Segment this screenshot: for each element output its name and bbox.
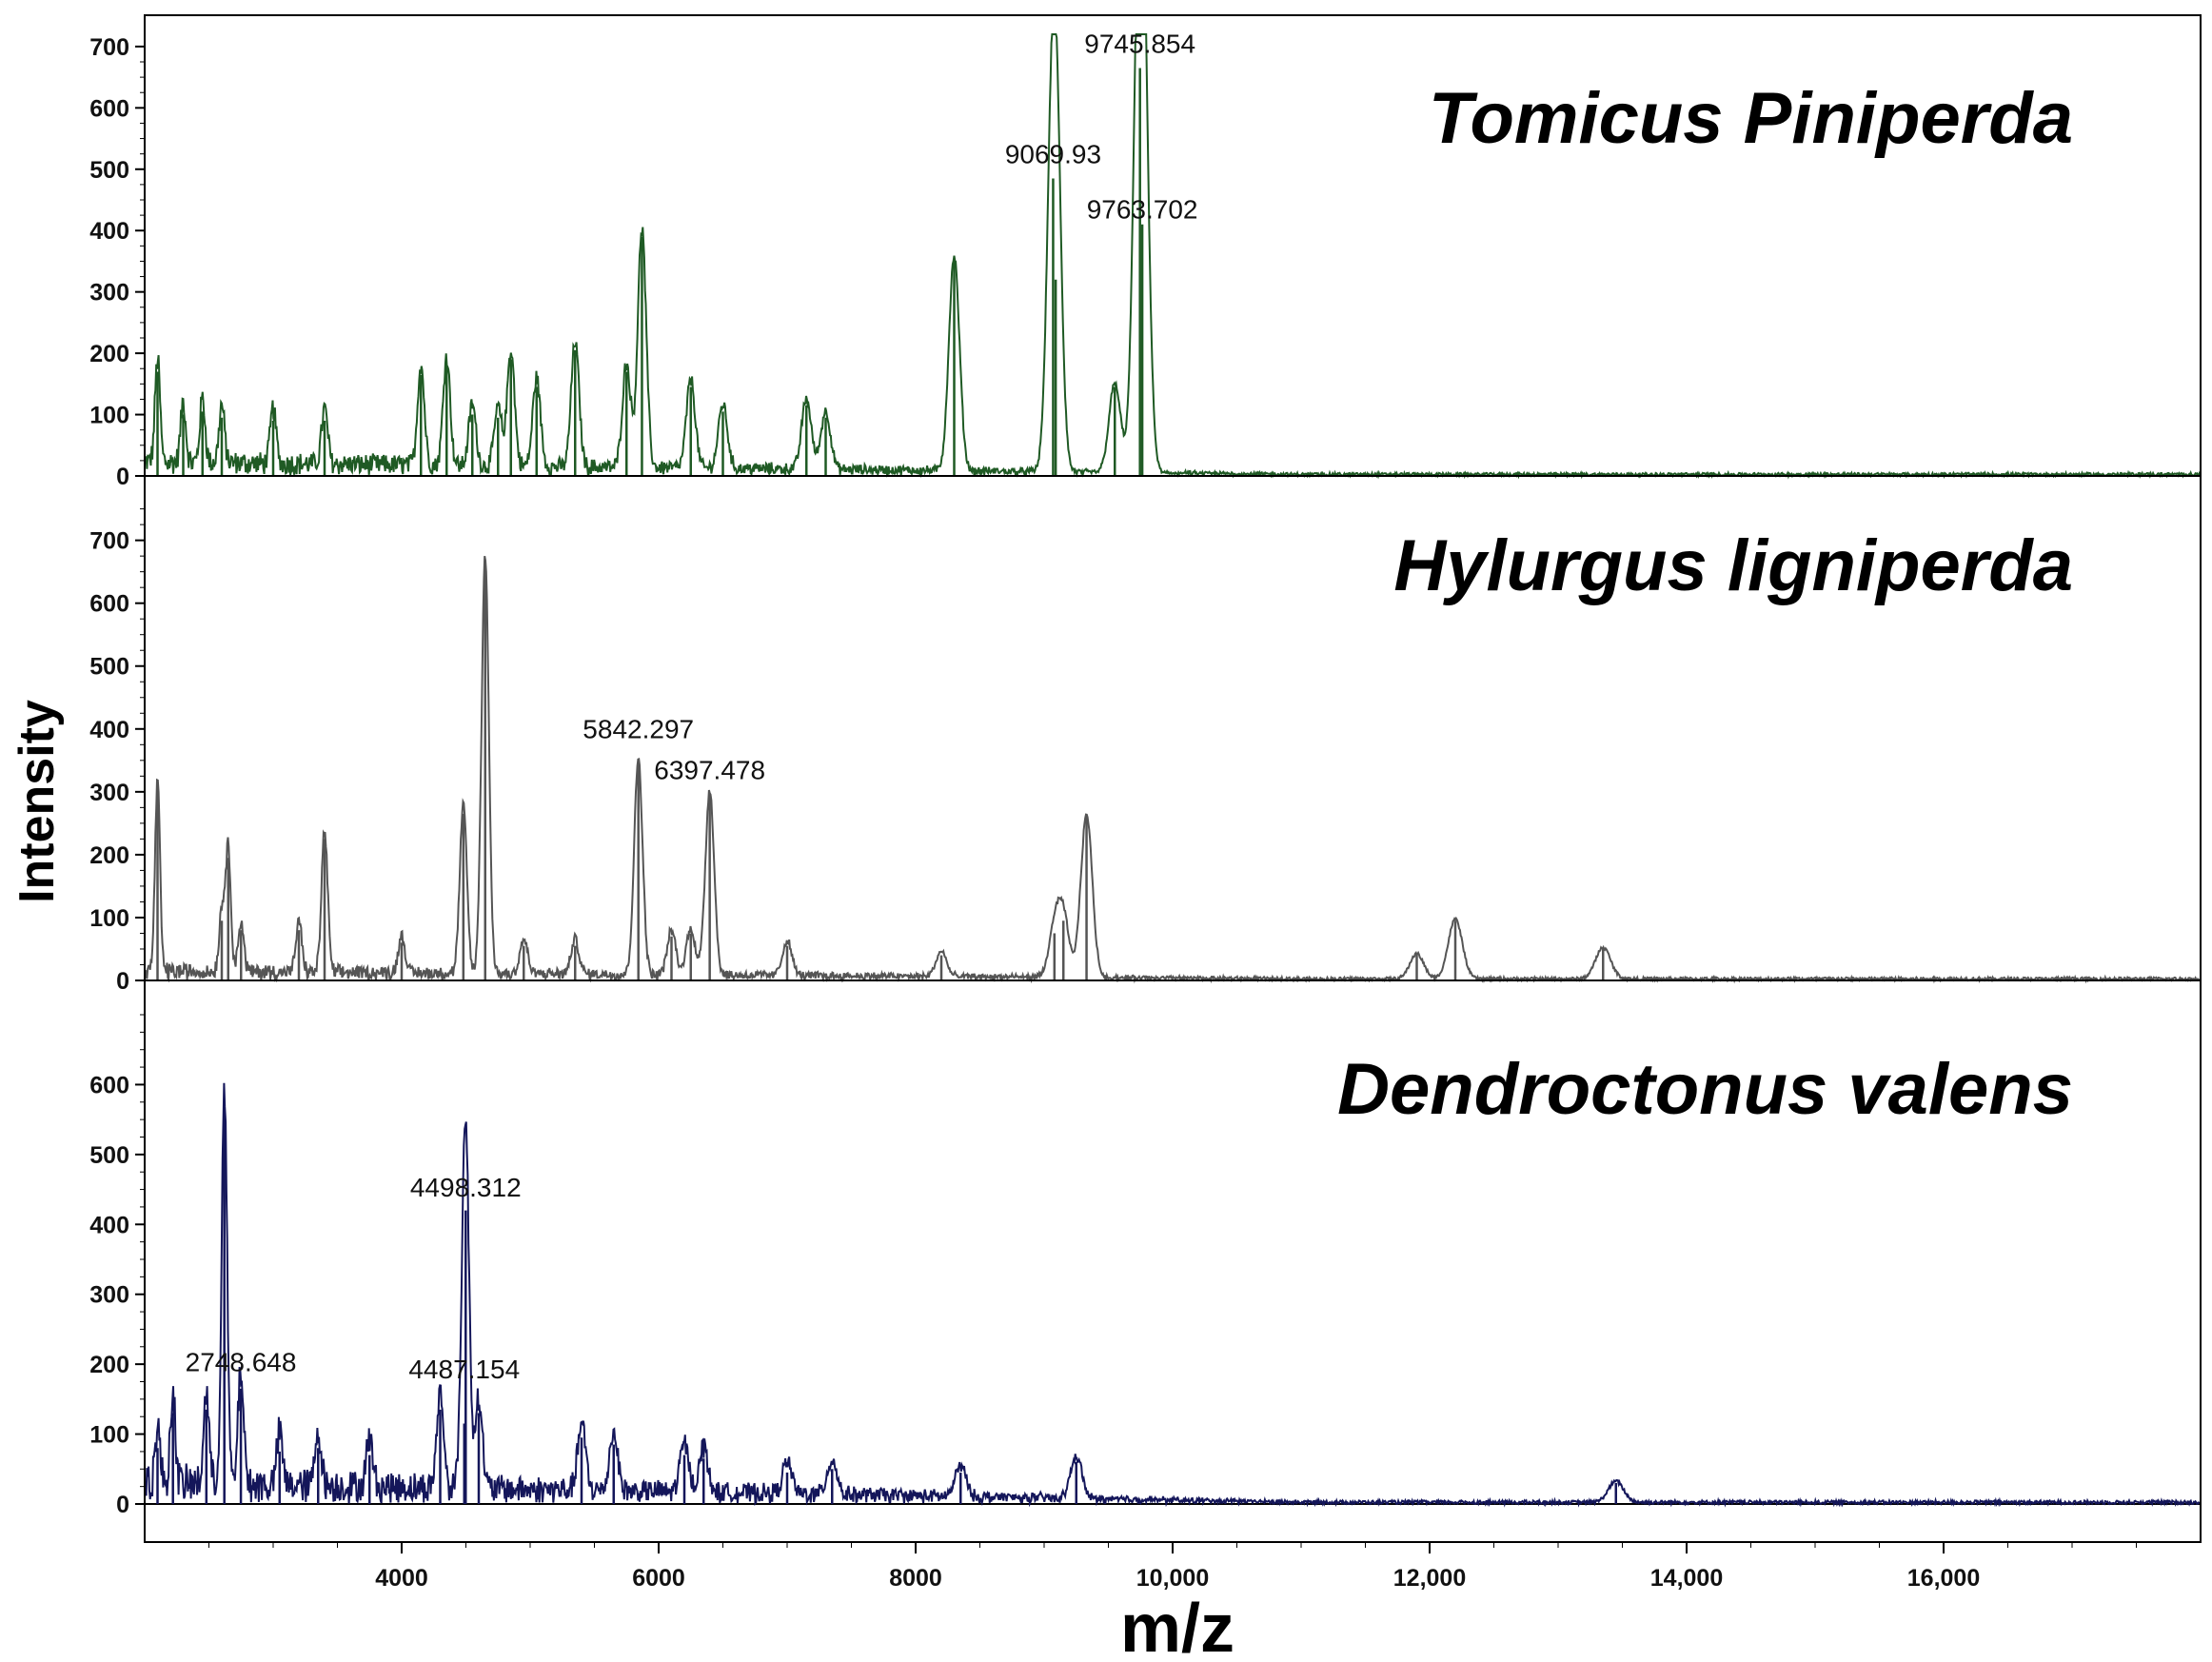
peak-label: 9069.93 xyxy=(1005,139,1101,168)
spectrum-panel: 0 100 200 300 400 500 600 4498.312 2748.648 4487.… xyxy=(89,1014,2202,1518)
plot-frame xyxy=(144,14,2202,1543)
y-tick-label: 500 xyxy=(89,157,129,184)
y-tick-label: 500 xyxy=(89,654,129,681)
y-tick-label: 0 xyxy=(116,464,129,490)
species-label: Dendroctonus valens xyxy=(1337,1049,2073,1130)
spectrum-line xyxy=(144,33,2202,480)
y-tick-label: 700 xyxy=(89,34,129,61)
x-axis-title: m/z xyxy=(1120,1591,1234,1662)
x-tick-label: 10,000 xyxy=(1136,1565,1209,1592)
y-tick-label: 100 xyxy=(89,403,129,429)
peak-label: 9745.854 xyxy=(1084,29,1195,58)
species-label: Tomicus Piniperda xyxy=(1429,78,2073,159)
y-tick-label: 400 xyxy=(89,1212,129,1238)
peak-label: 4487.154 xyxy=(408,1355,520,1384)
y-tick-label: 300 xyxy=(89,780,129,806)
spectrum-panel: 0 100 200 300 400 500 600 700 9745.854 9069.93 976… xyxy=(89,29,2202,490)
x-tick-label: 8000 xyxy=(889,1565,942,1592)
species-label: Hylurgus ligniperda xyxy=(1393,525,2073,606)
x-tick-label: 6000 xyxy=(632,1565,685,1592)
y-tick-label: 200 xyxy=(89,341,129,367)
y-tick-label: 700 xyxy=(89,528,129,555)
y-tick-label: 0 xyxy=(116,1492,129,1518)
spectrum-line xyxy=(144,556,2202,984)
peak-label: 5842.297 xyxy=(583,715,694,744)
y-tick-label: 0 xyxy=(116,968,129,995)
y-tick-label: 600 xyxy=(89,95,129,122)
peak-label: 6397.478 xyxy=(654,756,765,785)
spectrum-panel: 0 100 200 300 400 500 600 700 5842.297 6397.478 Hy… xyxy=(89,508,2202,995)
x-tick-label: 14,000 xyxy=(1650,1565,1723,1592)
y-tick-label: 200 xyxy=(89,1352,129,1378)
y-tick-label: 400 xyxy=(89,717,129,743)
y-tick-label: 300 xyxy=(89,280,129,307)
spectrum-line xyxy=(144,1082,2202,1508)
y-tick-label: 600 xyxy=(89,591,129,618)
y-axis-title: Intensity xyxy=(10,700,65,903)
peak-label: 2748.648 xyxy=(186,1347,297,1376)
y-tick-label: 300 xyxy=(89,1282,129,1309)
y-tick-label: 100 xyxy=(89,905,129,932)
y-tick-label: 400 xyxy=(89,218,129,245)
y-tick-label: 500 xyxy=(89,1142,129,1169)
y-tick-label: 600 xyxy=(89,1072,129,1098)
x-tick-label: 12,000 xyxy=(1393,1565,1466,1592)
y-tick-label: 200 xyxy=(89,842,129,869)
y-tick-label: 100 xyxy=(89,1422,129,1449)
peak-label: 4498.312 xyxy=(410,1173,522,1202)
peak-label: 9763.702 xyxy=(1087,194,1198,224)
x-tick-label: 4000 xyxy=(375,1565,428,1592)
x-tick-label: 16,000 xyxy=(1907,1565,1980,1592)
